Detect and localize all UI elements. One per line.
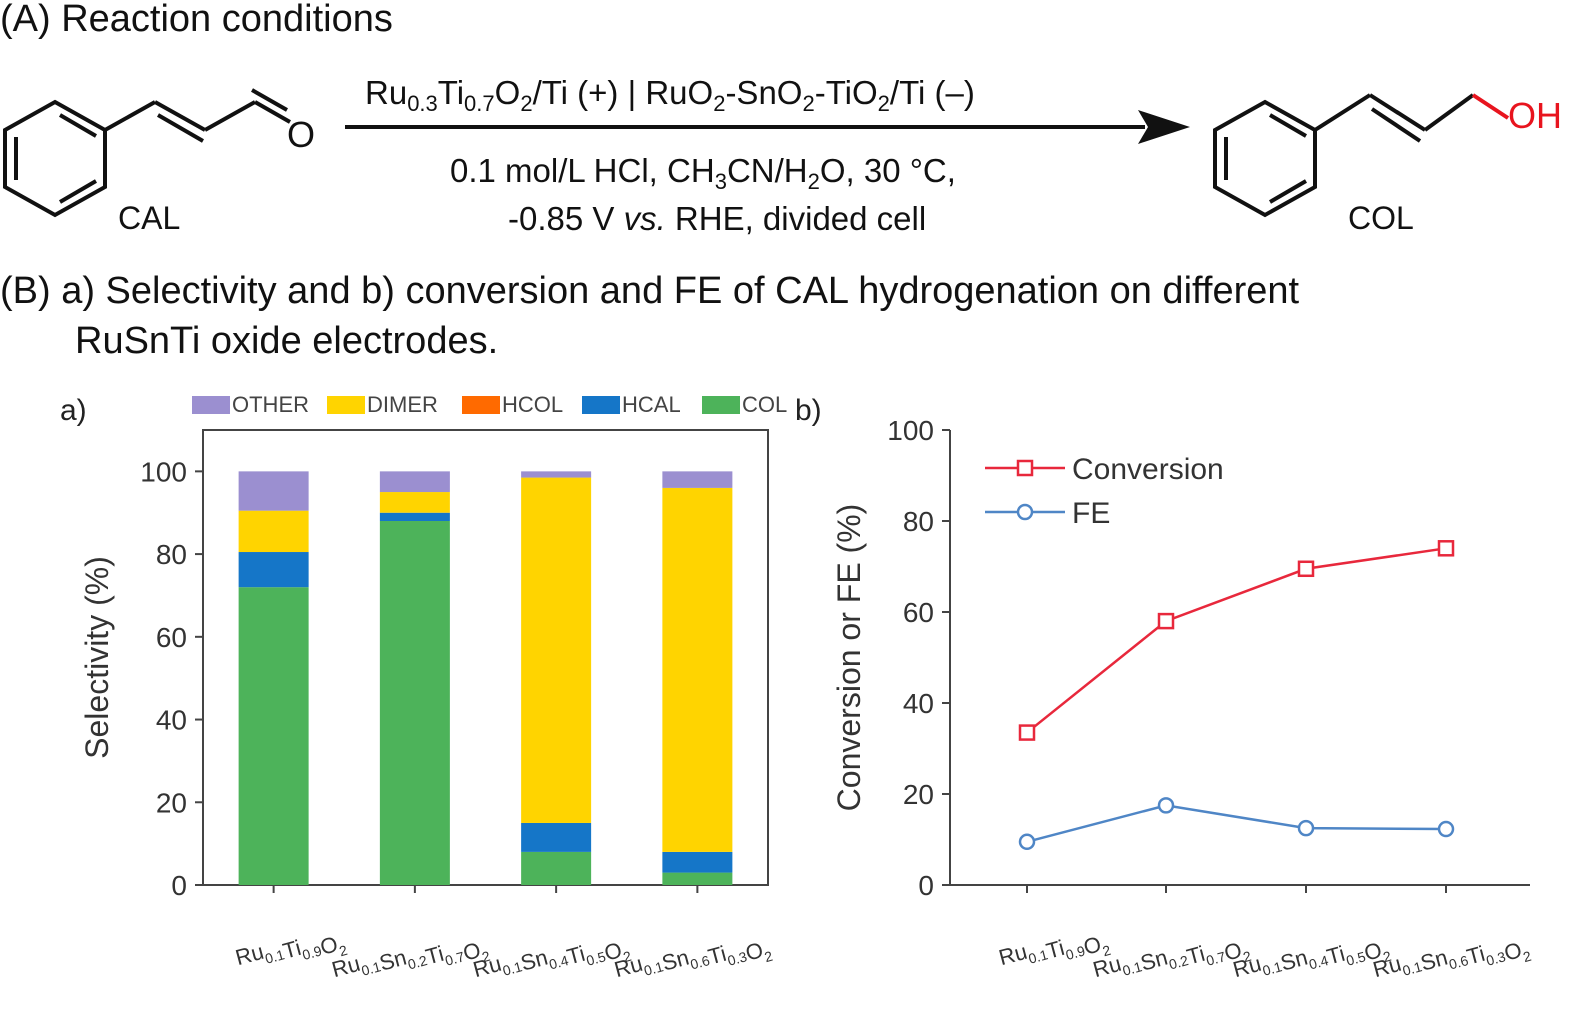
aldehyde-oxygen: O (287, 114, 315, 155)
chart-b-ytick-label: 60 (903, 597, 934, 628)
chart-a-ytick-label: 20 (156, 787, 187, 818)
point-conversion-1 (1018, 724, 1036, 741)
bar-other-4 (662, 471, 733, 488)
legend-marker-conversion (1016, 459, 1034, 477)
chart-b-ytick-label: 80 (903, 506, 934, 537)
chart-a-category-label-3: Ru0.1Sn0.4Ti0.5O2 (470, 918, 633, 1004)
bar-other-1 (238, 471, 309, 511)
legend-swatch-col (702, 396, 740, 414)
bar-col-1 (238, 587, 309, 885)
chart-b-category-label-2: Ru0.1Sn0.2Ti0.7O2 (1090, 918, 1253, 1004)
bar-other-2 (379, 471, 450, 493)
chart-a-ylabel: Selectivity (%) (79, 556, 115, 759)
point-fe-4 (1437, 820, 1455, 838)
cinnamaldehyde-structure (3, 88, 291, 218)
hydroxyl-group: OH (1508, 95, 1562, 136)
bar-hcal-3 (521, 822, 592, 852)
bar-dimer-1 (238, 510, 309, 553)
bar-hcal-2 (379, 512, 450, 521)
bar-col-3 (521, 851, 592, 885)
svg-text:Ru0.1Ti0.9O2: Ru0.1Ti0.9O2 (233, 918, 350, 986)
legend-swatch-dimer (327, 396, 365, 414)
chart-b-category-label-1: Ru0.1Ti0.9O2 (996, 918, 1113, 986)
chart-a-category-label-2: Ru0.1Sn0.2Ti0.7O2 (329, 918, 492, 1004)
svg-text:Ru0.1Sn0.2Ti0.7O2: Ru0.1Sn0.2Ti0.7O2 (329, 918, 492, 1004)
chart-b-ytick-label: 40 (903, 688, 934, 719)
legend-label-dimer: DIMER (367, 392, 438, 417)
bar-other-3 (521, 471, 592, 478)
bar-dimer-3 (521, 477, 592, 823)
condition-potential: -0.85 V vs. RHE, divided cell (508, 200, 927, 237)
chart-a-ytick-label: 80 (156, 539, 187, 570)
chart-a-frame (202, 429, 769, 886)
bar-dimer-2 (379, 492, 450, 513)
chart-b-ytick-label: 20 (903, 779, 934, 810)
bar-hcal-1 (238, 552, 309, 588)
svg-text:Ru0.1Sn0.4Ti0.5O2: Ru0.1Sn0.4Ti0.5O2 (1230, 918, 1393, 1004)
point-conversion-2 (1157, 612, 1175, 630)
chart-b-ylabel: Conversion or FE (%) (831, 504, 867, 812)
chart-a-ytick-label: 40 (156, 705, 187, 736)
chart-b-category-label-4: Ru0.1Sn0.6Ti0.3O2 (1370, 918, 1533, 1004)
reaction-scheme: O OH (3, 88, 1562, 218)
point-conversion-4 (1437, 540, 1455, 557)
line-conversion (1026, 547, 1447, 734)
svg-text:Ru0.1Sn0.2Ti0.7O2: Ru0.1Sn0.2Ti0.7O2 (1090, 918, 1253, 1004)
bar-col-2 (379, 521, 450, 885)
chart-a-ytick-label: 0 (171, 870, 187, 901)
point-conversion-3 (1297, 560, 1315, 578)
chart-a-category-label-4: Ru0.1Sn0.6Ti0.3O2 (612, 918, 775, 1004)
legend-marker-fe (1016, 503, 1034, 521)
reactant-label: CAL (118, 200, 181, 236)
chart-b-ytick-label: 100 (887, 415, 934, 446)
section-b-title-line1: (B) a) Selectivity and b) conversion and… (0, 270, 1300, 312)
chart-a-ytick-label: 100 (140, 456, 187, 487)
chart-b-category-label-3: Ru0.1Sn0.4Ti0.5O2 (1230, 918, 1393, 1004)
legend-label-other: OTHER (232, 392, 309, 417)
svg-text:Ru0.1Sn0.6Ti0.3O2: Ru0.1Sn0.6Ti0.3O2 (612, 918, 775, 1004)
bar-col-4 (662, 872, 733, 885)
section-a-title: (A) Reaction conditions (0, 0, 393, 40)
point-fe-2 (1157, 797, 1175, 814)
condition-electrodes: Ru0.3Ti0.7O2/Ti (+) | RuO2-SnO2-TiO2/Ti … (365, 74, 975, 116)
arrow-head (1138, 110, 1190, 144)
legend-label-fe: FE (1072, 497, 1110, 530)
legend-swatch-hcol (462, 396, 500, 414)
legend-label-conversion: Conversion (1072, 453, 1224, 486)
legend-swatch-other (192, 396, 230, 414)
panel-b-label: b) (795, 394, 822, 427)
svg-text:Ru0.1Ti0.9O2: Ru0.1Ti0.9O2 (996, 918, 1113, 986)
section-b-title-line2: RuSnTi oxide electrodes. (75, 320, 499, 362)
chart-a-ytick-label: 60 (156, 622, 187, 653)
point-fe-1 (1018, 833, 1036, 851)
svg-text:Ru0.1Sn0.4Ti0.5O2: Ru0.1Sn0.4Ti0.5O2 (470, 918, 633, 1004)
legend-swatch-hcal (582, 396, 620, 414)
cinnamyl-alcohol-structure (1213, 93, 1475, 218)
panel-a-label: a) (60, 394, 87, 427)
bar-dimer-4 (662, 487, 733, 852)
condition-electrolyte: 0.1 mol/L HCl, CH3CN/H2O, 30 °C, (450, 152, 956, 194)
line-fe (1026, 804, 1447, 843)
legend-label-hcal: HCAL (622, 392, 681, 417)
chart-b-ytick-label: 0 (918, 870, 934, 901)
product-label: COL (1348, 200, 1414, 236)
chart-a-category-label-1: Ru0.1Ti0.9O2 (233, 918, 350, 986)
legend-label-col: COL (742, 392, 787, 417)
legend-label-hcol: HCOL (502, 392, 563, 417)
point-fe-3 (1297, 819, 1315, 837)
bar-hcal-4 (662, 851, 733, 873)
svg-text:Ru0.1Sn0.6Ti0.3O2: Ru0.1Sn0.6Ti0.3O2 (1370, 918, 1533, 1004)
